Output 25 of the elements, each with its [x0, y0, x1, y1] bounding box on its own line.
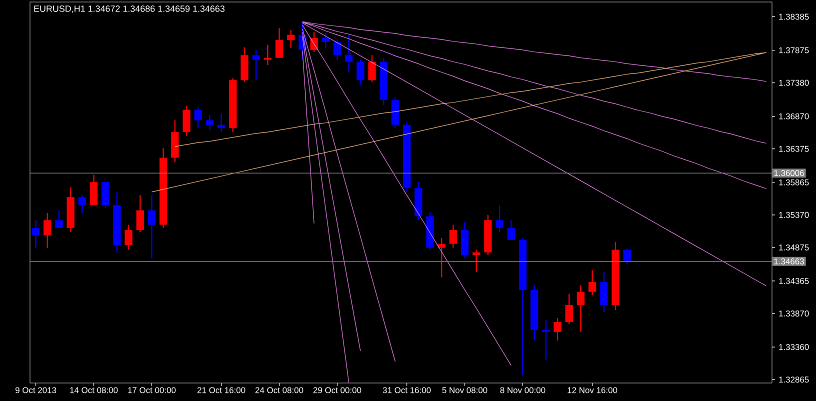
y-tick-label: 1.33870 — [779, 310, 809, 317]
x-tick-label: 17 Oct 00:00 — [128, 387, 176, 394]
ref-line-label: 1.34663 — [774, 258, 804, 264]
y-tick-label: 1.38385 — [779, 14, 809, 20]
y-tick-label: 1.34875 — [779, 244, 809, 250]
y-tick-label: 1.33360 — [779, 344, 809, 350]
x-tick-label: 14 Oct 08:00 — [70, 387, 118, 394]
chart-title: EURUSD,H1 1.34672 1.34686 1.34659 1.34663 — [34, 6, 225, 13]
x-tick-label: 21 Oct 16:00 — [197, 387, 246, 394]
y-tick-label: 1.35370 — [779, 212, 809, 218]
y-tick-label: 1.37380 — [779, 80, 809, 86]
y-tick-label: 1.34365 — [779, 278, 809, 284]
ref-line-label: 1.36006 — [774, 170, 804, 176]
x-tick-label: 29 Oct 00:00 — [313, 387, 362, 394]
y-tick-label: 1.37875 — [779, 47, 809, 54]
x-tick-label: 12 Nov 16:00 — [568, 387, 618, 394]
y-tick-label: 1.36870 — [779, 113, 809, 120]
x-tick-label: 9 Oct 2013 — [15, 387, 56, 394]
y-tick-label: 1.32865 — [779, 376, 809, 383]
x-tick-label: 5 Nov 08:00 — [442, 387, 488, 394]
x-tick-label: 31 Oct 16:00 — [382, 387, 431, 394]
y-tick-label: 1.36375 — [779, 146, 809, 152]
x-tick-label: 8 Nov 00:00 — [500, 387, 546, 394]
y-tick-label: 1.35865 — [779, 179, 809, 186]
x-tick-label: 24 Oct 08:00 — [255, 387, 304, 394]
